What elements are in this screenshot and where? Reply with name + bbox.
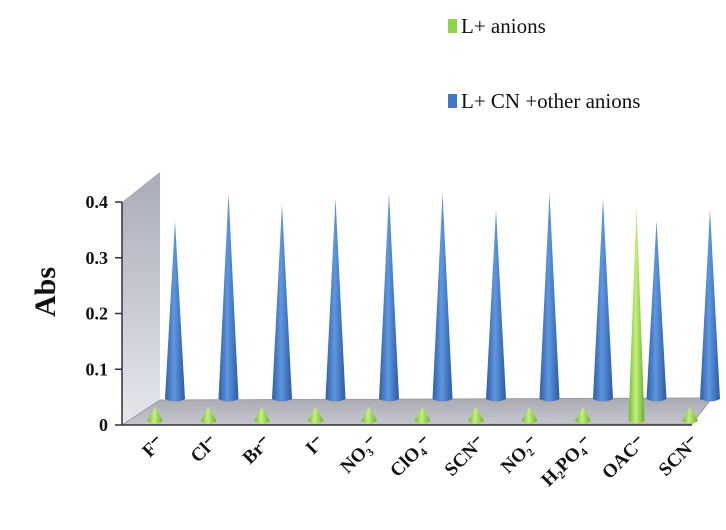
legend-label-1: L+ anions	[461, 14, 546, 38]
bar-series1-6	[414, 406, 431, 424]
x-tick-label: I⁻	[302, 432, 329, 459]
legend-swatch-2	[448, 94, 457, 108]
bar-series2-3	[272, 203, 292, 402]
legend-swatch-1	[448, 19, 457, 33]
bar-series2-10	[646, 220, 667, 402]
x-tick-label: Br⁻	[239, 432, 276, 469]
legend-item-1: L+ anions	[448, 14, 546, 38]
plot-area	[120, 172, 714, 426]
bar-series1-9	[575, 406, 591, 424]
bar-series2-8	[539, 192, 560, 402]
y-tick-label: 0.2	[86, 304, 109, 324]
back-wall	[122, 172, 160, 425]
bar-series2-4	[325, 198, 346, 402]
x-tick-label: NO₂⁻	[497, 432, 543, 478]
bar-series2-9	[593, 198, 613, 402]
x-tick-label: F⁻	[138, 432, 168, 462]
y-tick-label: 0.3	[86, 248, 109, 268]
bar-series2-2	[218, 192, 239, 402]
y-axis-title: Abs	[29, 267, 62, 317]
legend-label-2: L+ CN +other anions	[461, 89, 640, 113]
bar-series2-5	[379, 192, 399, 402]
y-tick-label: 0	[99, 415, 108, 435]
x-tick-label: SCN⁻	[655, 432, 704, 481]
bar-series1-1	[147, 406, 163, 424]
bars	[147, 192, 720, 424]
bar-series1-3	[254, 406, 270, 424]
y-tick-label: 0.4	[86, 192, 109, 212]
y-tick-label: 0.1	[86, 359, 109, 379]
x-labels: F⁻ Cl⁻ Br⁻ I⁻ NO₃⁻ ClO₄⁻ SCN⁻ NO₂⁻H₂PO₄⁻ OAC⁻ SCN…	[138, 432, 703, 491]
x-tick-label: ClO₄⁻	[386, 432, 436, 482]
x-tick-label: H₂PO₄⁻	[537, 432, 596, 491]
bar-series1-2	[200, 406, 217, 424]
bar-series1-4	[307, 406, 324, 424]
x-tick-label: OAC⁻	[598, 432, 650, 484]
x-tick-label: Cl⁻	[187, 432, 222, 467]
bar-series1-10	[628, 206, 645, 424]
x-tick-label: SCN⁻	[441, 432, 490, 481]
bar-series1-11	[682, 406, 698, 424]
legend-item-2: L+ CN +other anions	[448, 89, 640, 113]
x-tick-label: NO₃⁻	[336, 432, 382, 478]
bar-series2-6	[432, 192, 453, 402]
bar-series1-5	[361, 406, 377, 424]
y-ticks: 0 0.1 0.2 0.3 0.4	[86, 192, 122, 435]
bar-series1-8	[521, 406, 538, 424]
bar-series2-11	[700, 209, 720, 402]
bar-series1-7	[468, 406, 484, 424]
bar-series2-7	[486, 209, 506, 402]
legend: L+ anions L+ CN +other anions	[448, 14, 640, 113]
bar-series2-1	[165, 220, 185, 402]
